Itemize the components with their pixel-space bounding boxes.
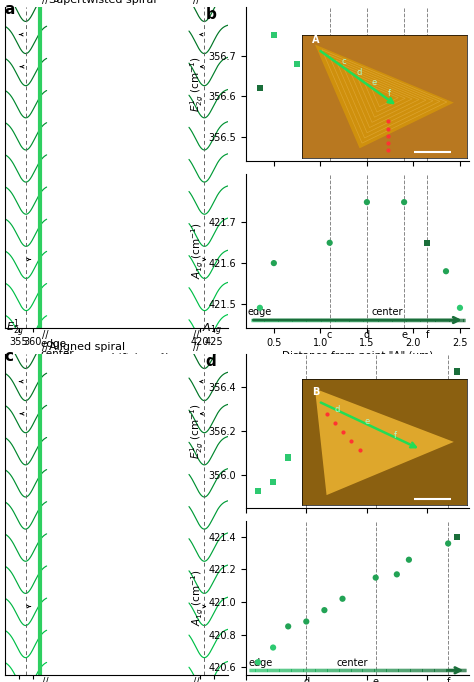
Point	[444, 381, 452, 392]
Text: b: b	[206, 7, 217, 22]
Text: center: center	[337, 658, 368, 668]
Point	[372, 424, 380, 434]
Point	[320, 605, 328, 616]
Text: //: //	[193, 0, 199, 5]
Point	[363, 196, 371, 207]
Point	[284, 452, 292, 463]
Text: f: f	[426, 330, 429, 340]
Point	[456, 302, 464, 313]
Y-axis label: $A_{1g}$ (cm$^{-1}$): $A_{1g}$ (cm$^{-1}$)	[190, 569, 206, 626]
Text: //: //	[193, 677, 199, 682]
Point	[442, 91, 450, 102]
Point	[302, 616, 310, 627]
Text: Aligned spiral: Aligned spiral	[49, 342, 126, 352]
Text: a: a	[5, 3, 15, 18]
Text: e: e	[373, 677, 379, 682]
Text: //: //	[42, 677, 48, 682]
Point	[454, 366, 461, 377]
Text: edge: edge	[41, 339, 67, 349]
Point	[401, 196, 408, 207]
Text: edge: edge	[249, 658, 273, 668]
Text: center: center	[372, 307, 403, 317]
Point	[302, 436, 310, 447]
Y-axis label: $E^1_{2g}$ (cm$^{-1}$): $E^1_{2g}$ (cm$^{-1}$)	[188, 403, 206, 459]
Point	[256, 83, 264, 93]
Point	[284, 621, 292, 632]
Point	[393, 569, 401, 580]
Text: $E^1_{2g}$: $E^1_{2g}$	[6, 318, 25, 340]
Point	[254, 485, 262, 496]
Point	[256, 302, 264, 313]
Text: edge: edge	[248, 307, 272, 317]
Point	[424, 237, 431, 248]
Point	[293, 58, 301, 69]
X-axis label: Raman shift (cm⁻¹): Raman shift (cm⁻¹)	[63, 353, 170, 363]
Point	[444, 538, 452, 549]
Text: Supertwisted spiral: Supertwisted spiral	[49, 0, 157, 5]
Point	[401, 74, 408, 85]
Point	[372, 572, 380, 583]
Text: //: //	[42, 342, 48, 351]
Text: center: center	[41, 349, 74, 359]
Point	[326, 237, 334, 248]
Point	[442, 266, 450, 277]
Point	[270, 258, 278, 269]
Point	[393, 404, 401, 415]
Text: c: c	[5, 349, 14, 364]
Text: //: //	[42, 331, 48, 340]
Text: $A_{1g}$: $A_{1g}$	[201, 321, 221, 338]
Text: d: d	[303, 677, 310, 682]
Text: edge: edge	[41, 0, 67, 2]
Y-axis label: $E^1_{2g}$ (cm$^{-1}$): $E^1_{2g}$ (cm$^{-1}$)	[188, 57, 206, 112]
X-axis label: Distance from point "A" (μm): Distance from point "A" (μm)	[282, 351, 433, 361]
Point	[339, 424, 346, 434]
Point	[269, 642, 277, 653]
Text: //: //	[193, 331, 199, 340]
Text: //: //	[42, 0, 48, 5]
Point	[269, 477, 277, 488]
Point	[339, 593, 346, 604]
Text: c: c	[327, 330, 332, 340]
Point	[363, 46, 371, 57]
Point	[405, 399, 413, 410]
Point	[424, 83, 431, 93]
Point	[254, 657, 262, 668]
Text: d: d	[364, 330, 370, 340]
Point	[456, 144, 464, 155]
Point	[454, 531, 461, 542]
Point	[326, 38, 334, 49]
Point	[270, 30, 278, 41]
Y-axis label: $A_{1g}$ (cm$^{-1}$): $A_{1g}$ (cm$^{-1}$)	[190, 222, 206, 279]
Text: e: e	[401, 330, 407, 340]
Text: f: f	[447, 677, 450, 682]
Point	[405, 554, 413, 565]
Text: d: d	[206, 354, 217, 369]
Text: //: //	[193, 342, 199, 351]
Point	[320, 432, 328, 443]
